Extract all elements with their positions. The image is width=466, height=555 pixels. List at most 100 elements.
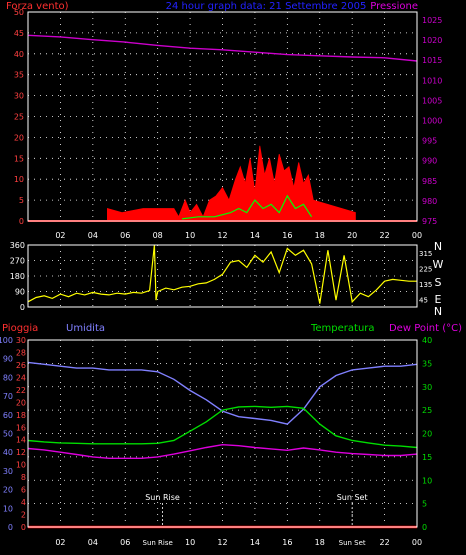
rain-tick-12: 24 [16,373,26,382]
wind-tick-6: 30 [14,92,24,101]
hour-tick-1: 04 [88,231,98,240]
temp-tick-5: 25 [422,406,432,415]
rain-tick-11: 22 [16,386,26,395]
dewpoint-legend: Dew Point (°C) [389,323,462,334]
temperature-humidity-panel: 0102030405060708090100024681012141618202… [0,336,432,547]
temp-tick-8: 40 [422,336,432,345]
direction-right-tick-2: 225 [419,265,432,273]
rain-tick-15: 30 [16,336,26,345]
humidity-tick-0: 0 [8,523,13,532]
pressure-tick-7: 1010 [422,76,442,85]
temp-tick-3: 15 [422,453,432,462]
rain-tick-8: 16 [16,423,26,432]
temp-tick-7: 35 [422,359,432,368]
hour-tick-0: 02 [55,231,65,240]
direction-tick-3: 270 [10,257,25,266]
hour-tick-8: 18 [315,538,325,547]
wind-tick-0: 0 [19,217,24,226]
temp-tick-2: 10 [422,476,432,485]
direction-tick-2: 180 [10,272,25,281]
hour-tick-1: 04 [88,538,98,547]
direction-right-tick-3: 315 [419,250,432,258]
wind-tick-8: 40 [14,50,24,59]
hour-tick-4: 10 [185,231,195,240]
hour-tick-2: 06 [120,538,130,547]
pressure-tick-1: 980 [422,197,437,206]
rain-tick-13: 26 [16,361,26,370]
pressure-tick-4: 995 [422,137,437,146]
hour-tick-11: 00 [412,231,422,240]
plot-frame [27,339,418,528]
humidity-tick-1: 10 [3,504,13,513]
wind-tick-2: 10 [14,175,24,184]
hour-tick-11: 00 [412,538,422,547]
temp-tick-6: 30 [422,383,432,392]
humidity-tick-9: 90 [3,355,13,364]
direction-right-tick-0: 45 [419,296,428,304]
wind-tick-5: 25 [14,113,24,122]
humidity-legend: Umidita [66,323,105,334]
dewpoint-line [27,443,418,459]
rain-tick-4: 8 [21,473,26,482]
compass-east: E [435,293,442,306]
temp-tick-4: 20 [422,430,432,439]
hour-tick-3: Sun Rise [143,539,173,547]
pressure-tick-3: 990 [422,157,437,166]
humidity-tick-3: 30 [3,467,13,476]
pressure-tick-10: 1025 [422,16,442,25]
plot-frame [27,244,418,308]
hour-tick-5: 12 [217,231,227,240]
temperature-line [27,405,418,449]
hour-tick-5: 12 [217,538,227,547]
humidity-tick-4: 40 [3,448,13,457]
temp-tick-1: 5 [422,500,427,509]
direction-right-tick-1: 135 [419,281,432,289]
wind-tick-9: 45 [14,29,24,38]
rain-tick-5: 10 [16,461,26,470]
wind-tick-3: 15 [14,154,24,163]
pressure-tick-5: 1000 [422,117,442,126]
hour-tick-9: Sun Set [339,539,366,547]
hour-tick-0: 02 [55,538,65,547]
compass-south: S [435,276,442,289]
hour-tick-6: 14 [250,231,260,240]
direction-tick-4: 360 [10,241,25,250]
wind-direction-panel: 0 90 180 270 360 45 135 225 315 [10,241,433,312]
rain-legend: Pioggia [2,323,38,334]
sunset-label: Sun Set [337,493,368,502]
wind-gust-line [181,194,313,220]
pressure-tick-0: 975 [422,217,437,226]
rain-tick-2: 4 [21,498,26,507]
wind-direction-line [27,244,417,304]
wind-speed-area [106,145,356,222]
humidity-tick-2: 20 [3,486,13,495]
humidity-tick-8: 80 [3,373,13,382]
wind-tick-7: 35 [14,71,24,80]
hour-tick-3: 08 [153,231,163,240]
pressure-axis-label: Pressione [370,1,418,12]
rain-tick-6: 12 [16,448,26,457]
hour-tick-7: 16 [282,231,292,240]
wind-tick-1: 5 [19,196,24,205]
compass-west: W [433,258,444,271]
hour-tick-10: 22 [379,231,389,240]
humidity-tick-10: 100 [0,336,13,345]
hour-tick-4: 10 [185,538,195,547]
temp-tick-0: 0 [422,523,427,532]
pressure-tick-8: 1015 [422,56,442,65]
rain-tick-3: 6 [21,486,26,495]
rain-tick-10: 20 [16,398,26,407]
hour-tick-7: 16 [282,538,292,547]
compass-north-top: N [434,240,442,253]
pressure-tick-6: 1005 [422,96,442,105]
hour-tick-10: 22 [379,538,389,547]
direction-tick-0: 0 [20,303,25,312]
temperature-legend: Temperatura [310,323,375,334]
pressure-tick-2: 985 [422,177,437,186]
wind-pressure-panel: 0510152025303540455097598098599099510001… [14,8,443,240]
direction-tick-1: 90 [15,288,25,297]
humidity-tick-5: 50 [3,430,13,439]
sunrise-label: Sun Rise [145,493,180,502]
graph-title: 24 hour graph data: 21 Settembre 2005 [166,1,367,12]
